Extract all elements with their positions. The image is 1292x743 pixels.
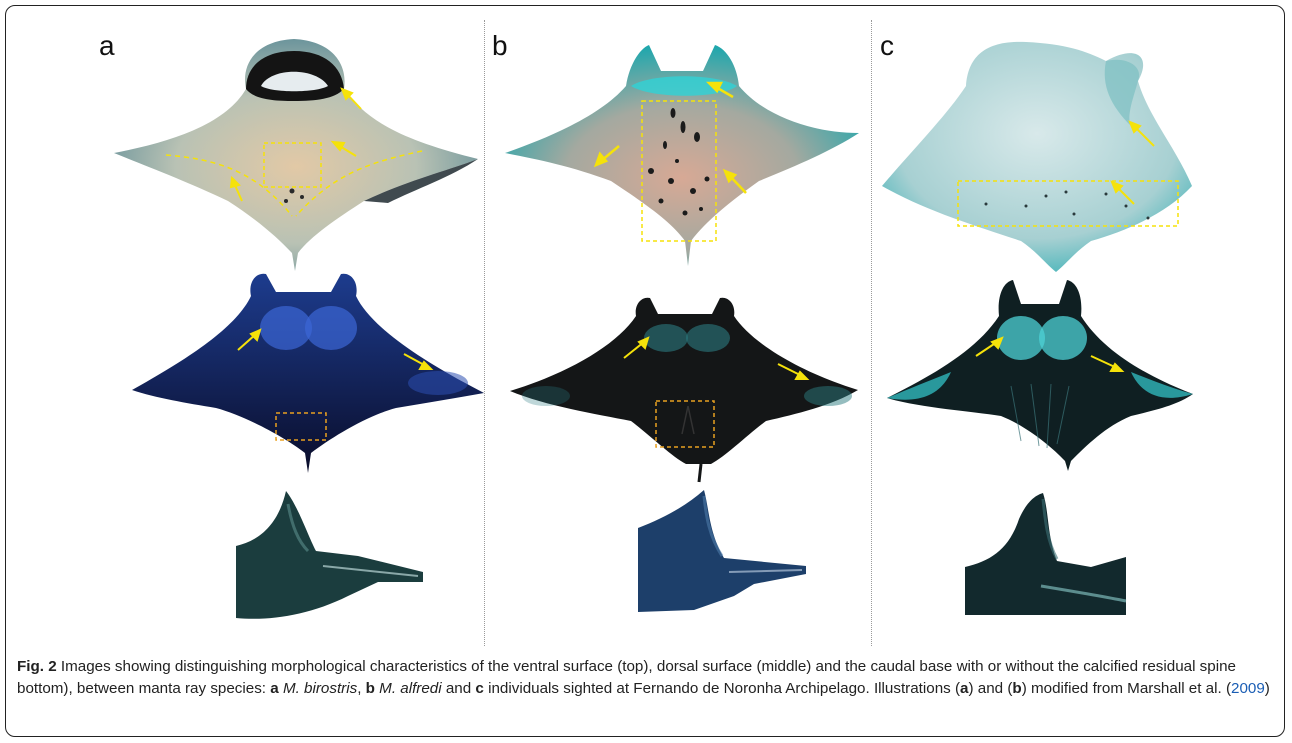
panel-label-b: b bbox=[492, 30, 508, 61]
species-name-b: M. alfredi bbox=[379, 680, 442, 697]
figure-frame: a b c bbox=[5, 5, 1285, 737]
species-name-a: M. birostris bbox=[282, 680, 358, 697]
ventral-image-b bbox=[505, 45, 859, 266]
ventral-image-c bbox=[882, 41, 1192, 272]
panel-label-a: a bbox=[99, 30, 115, 61]
citation-link[interactable]: 2009 bbox=[1231, 680, 1265, 697]
panel-divider-bc bbox=[871, 20, 872, 646]
caudal-image-a bbox=[236, 491, 423, 619]
ventral-image-a bbox=[114, 39, 478, 271]
panel-label-c: c bbox=[880, 30, 894, 61]
caudal-image-b bbox=[638, 490, 806, 612]
figure-image: a b c bbox=[6, 6, 1286, 646]
dorsal-image-b bbox=[510, 297, 858, 483]
figure-label: Fig. 2 bbox=[17, 658, 57, 675]
figure-caption: Fig. 2 Images showing distinguishing mor… bbox=[17, 658, 1270, 697]
panel-divider-ab bbox=[484, 20, 485, 646]
caudal-image-c bbox=[965, 493, 1127, 615]
dorsal-image-c bbox=[887, 280, 1193, 471]
dorsal-image-a bbox=[132, 273, 484, 473]
